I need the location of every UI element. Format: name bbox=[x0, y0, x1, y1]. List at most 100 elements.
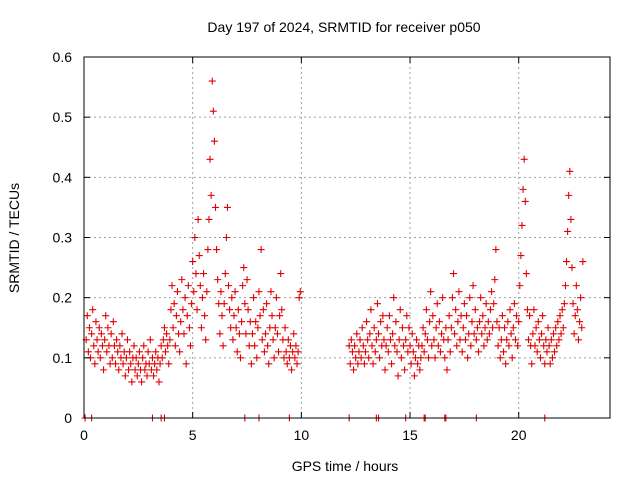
data-point bbox=[133, 372, 141, 380]
data-point bbox=[429, 312, 437, 320]
data-point bbox=[235, 330, 243, 338]
data-point bbox=[214, 276, 222, 284]
data-point bbox=[208, 77, 216, 85]
data-point bbox=[278, 306, 286, 314]
data-point bbox=[140, 342, 148, 350]
data-point bbox=[394, 372, 402, 380]
data-point bbox=[367, 306, 375, 314]
data-point bbox=[524, 336, 532, 344]
data-point bbox=[156, 360, 164, 368]
data-point bbox=[228, 294, 236, 302]
data-point bbox=[359, 342, 367, 350]
data-point bbox=[234, 306, 242, 314]
data-point bbox=[520, 155, 528, 163]
data-point bbox=[574, 336, 582, 344]
data-point bbox=[258, 336, 266, 344]
data-point bbox=[433, 300, 441, 308]
data-point bbox=[229, 336, 237, 344]
data-point bbox=[358, 324, 366, 332]
data-point bbox=[576, 318, 584, 326]
data-point bbox=[361, 348, 369, 356]
data-point bbox=[94, 348, 102, 356]
data-point bbox=[577, 294, 585, 302]
data-point bbox=[488, 288, 496, 296]
y-tick-label: 0.1 bbox=[53, 350, 73, 366]
data-point bbox=[284, 336, 292, 344]
data-point bbox=[511, 336, 519, 344]
data-point bbox=[422, 306, 430, 314]
data-point bbox=[83, 312, 91, 320]
data-point bbox=[193, 306, 201, 314]
data-point bbox=[219, 342, 227, 350]
data-point bbox=[494, 342, 502, 350]
data-point bbox=[122, 354, 130, 362]
data-point bbox=[261, 330, 269, 338]
data-point bbox=[450, 270, 458, 278]
data-point bbox=[157, 342, 165, 350]
data-point bbox=[183, 312, 191, 320]
data-point bbox=[125, 366, 133, 374]
data-point bbox=[386, 336, 394, 344]
data-point bbox=[184, 282, 192, 290]
data-point bbox=[179, 306, 187, 314]
data-point bbox=[536, 354, 544, 362]
data-point bbox=[256, 312, 264, 320]
data-point bbox=[269, 336, 277, 344]
data-point bbox=[180, 330, 188, 338]
data-point bbox=[402, 336, 410, 344]
data-point bbox=[403, 312, 411, 320]
data-point bbox=[409, 348, 417, 356]
data-point bbox=[401, 366, 409, 374]
data-point bbox=[257, 246, 265, 254]
x-axis-label: GPS time / hours bbox=[292, 458, 399, 474]
data-point bbox=[381, 366, 389, 374]
data-point bbox=[173, 288, 181, 296]
data-point bbox=[493, 318, 501, 326]
data-point bbox=[544, 324, 552, 332]
data-point bbox=[264, 342, 272, 350]
data-point bbox=[350, 366, 358, 374]
data-point bbox=[521, 197, 529, 205]
data-point bbox=[459, 324, 467, 332]
data-point bbox=[452, 306, 460, 314]
data-point bbox=[231, 288, 239, 296]
x-tick-label: 10 bbox=[294, 427, 310, 443]
data-point bbox=[423, 336, 431, 344]
data-point bbox=[135, 348, 143, 356]
data-point bbox=[281, 324, 289, 332]
data-point bbox=[201, 312, 209, 320]
data-point bbox=[273, 330, 281, 338]
data-point bbox=[397, 354, 405, 362]
data-point bbox=[295, 294, 303, 302]
data-point bbox=[393, 348, 401, 356]
data-point bbox=[265, 360, 273, 368]
data-point bbox=[100, 366, 108, 374]
data-point bbox=[85, 324, 93, 332]
data-point bbox=[365, 354, 373, 362]
data-point bbox=[213, 246, 221, 254]
data-point bbox=[389, 330, 397, 338]
data-point bbox=[505, 342, 513, 350]
data-point bbox=[116, 342, 124, 350]
data-point bbox=[370, 324, 378, 332]
data-point bbox=[153, 366, 161, 374]
data-point bbox=[275, 348, 283, 356]
data-point bbox=[244, 306, 252, 314]
data-point bbox=[578, 324, 586, 332]
data-point bbox=[210, 137, 218, 145]
data-point bbox=[103, 348, 111, 356]
data-point bbox=[400, 342, 408, 350]
x-tick-label: 20 bbox=[511, 427, 527, 443]
data-point bbox=[438, 330, 446, 338]
data-point bbox=[484, 318, 492, 326]
data-point bbox=[391, 342, 399, 350]
data-point bbox=[353, 330, 361, 338]
data-point bbox=[198, 294, 206, 302]
data-point bbox=[268, 312, 276, 320]
data-point bbox=[460, 300, 468, 308]
data-point bbox=[89, 306, 97, 314]
data-point bbox=[84, 348, 92, 356]
data-point bbox=[236, 354, 244, 362]
data-point bbox=[238, 318, 246, 326]
y-tick-label: 0.6 bbox=[53, 49, 73, 65]
